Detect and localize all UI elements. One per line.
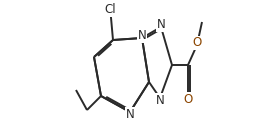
Text: Cl: Cl <box>105 3 116 16</box>
Text: N: N <box>126 108 134 120</box>
Text: O: O <box>192 36 202 50</box>
Text: O: O <box>183 93 193 106</box>
Text: N: N <box>156 94 164 106</box>
Text: N: N <box>138 30 146 42</box>
Text: N: N <box>157 18 165 31</box>
